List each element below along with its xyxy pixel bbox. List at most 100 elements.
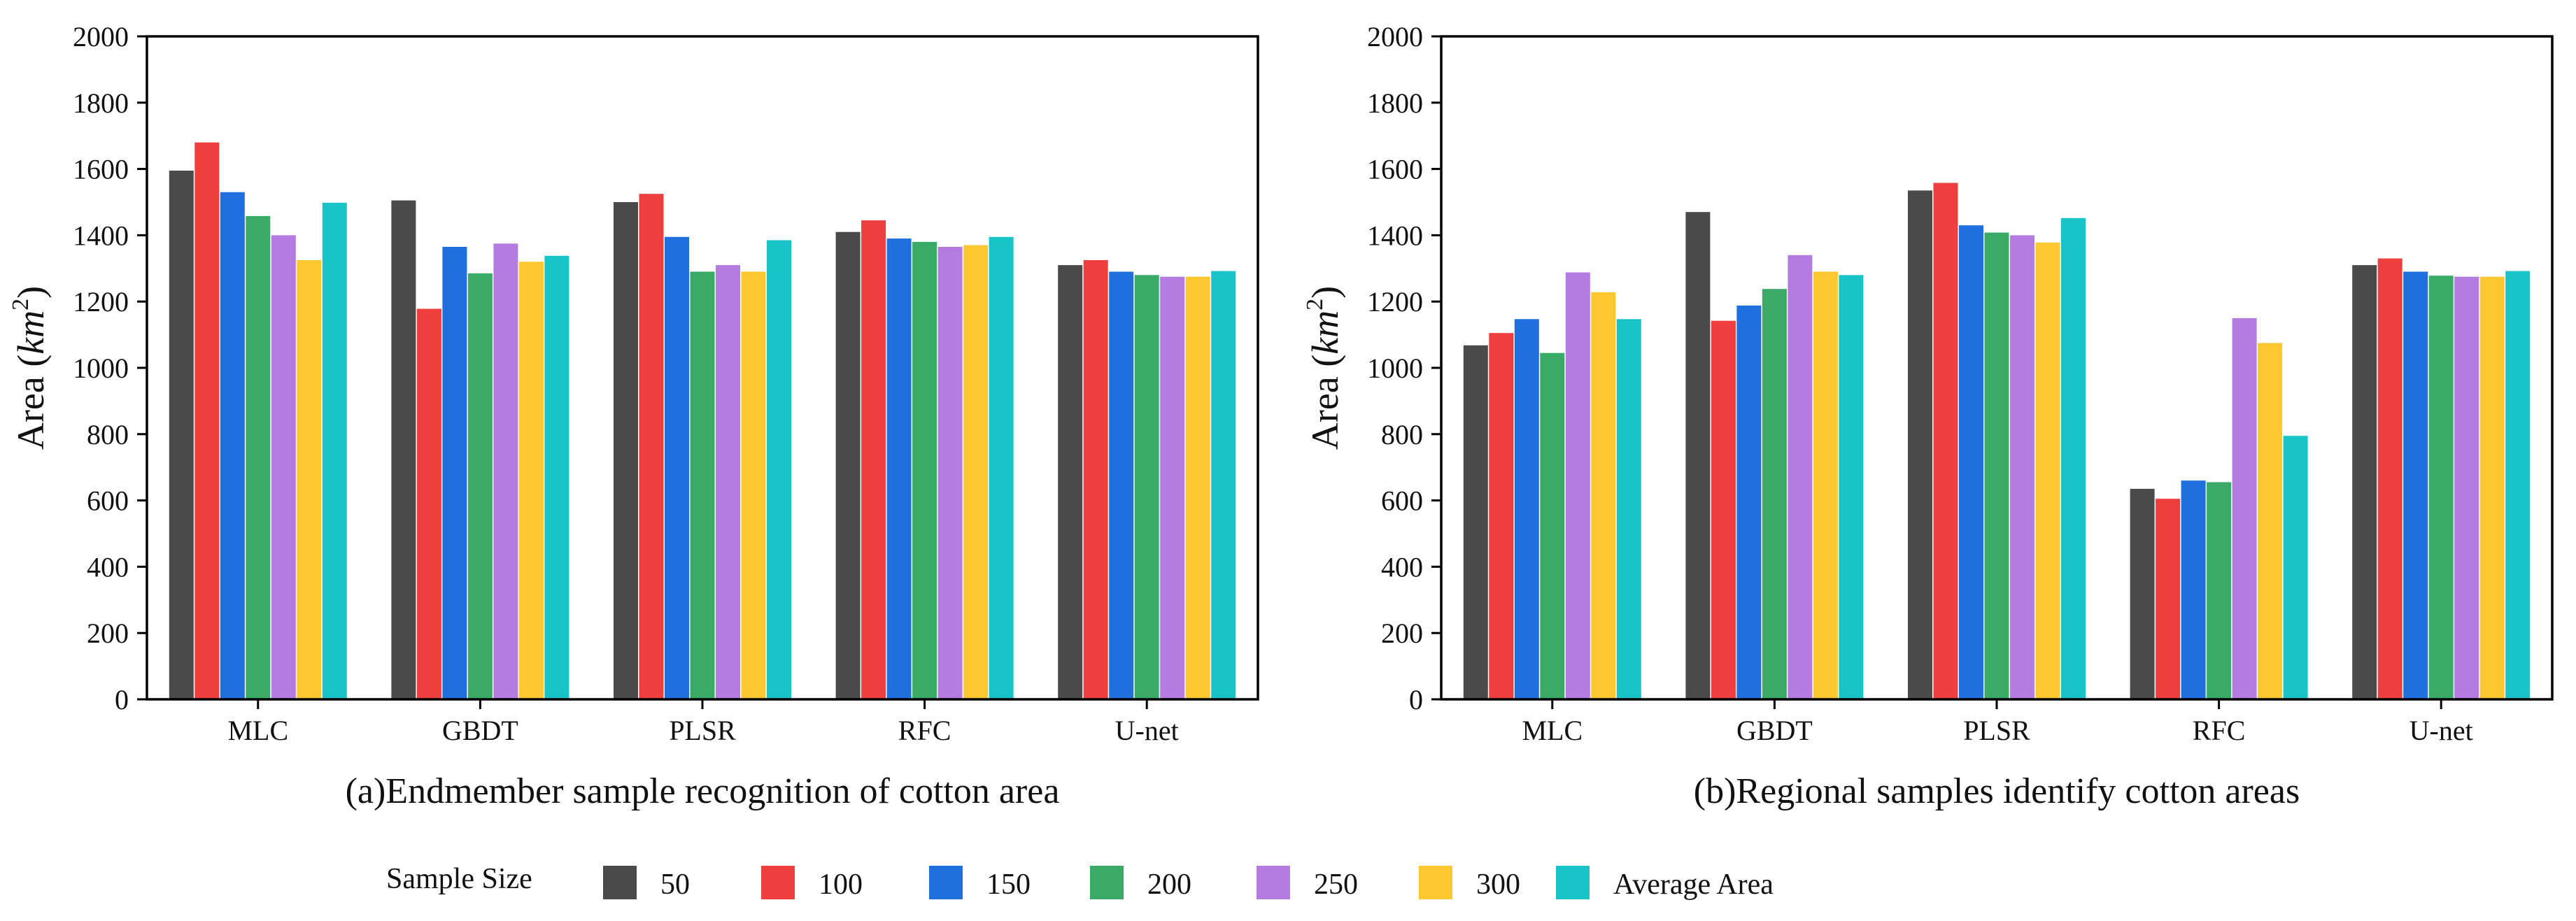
legend-label: 200 bbox=[1147, 869, 1191, 901]
y-tick-label: 1000 bbox=[1367, 352, 1423, 384]
bar-rfc-300 bbox=[963, 245, 989, 700]
bar-plsr-50 bbox=[1908, 190, 1932, 699]
y-tick-label: 1400 bbox=[1367, 220, 1423, 251]
y-tick-label: 1400 bbox=[73, 220, 129, 251]
x-tick-label: PLSR bbox=[1963, 715, 2030, 746]
y-tick-label: 1200 bbox=[73, 286, 129, 317]
x-tick-label: MLC bbox=[227, 715, 288, 746]
bar-u-net-250 bbox=[1160, 276, 1185, 699]
legend-label: 50 bbox=[660, 869, 690, 901]
bar-rfc-50 bbox=[2130, 489, 2155, 699]
y-axis-label: Area (km2) bbox=[1302, 286, 1346, 450]
legend-label: 150 bbox=[986, 869, 1031, 901]
bar-u-net-average-area bbox=[2505, 271, 2531, 700]
bar-u-net-250 bbox=[2454, 276, 2479, 699]
bar-plsr-200 bbox=[690, 271, 715, 699]
bar-rfc-250 bbox=[937, 247, 963, 699]
bar-u-net-200 bbox=[2428, 276, 2454, 699]
y-tick-label: 1200 bbox=[1367, 286, 1423, 317]
bar-rfc-150 bbox=[886, 238, 912, 700]
bar-gbdt-50 bbox=[391, 200, 416, 700]
plot-frame bbox=[1440, 35, 2554, 701]
bar-gbdt-250 bbox=[1788, 255, 1813, 699]
bar-gbdt-250 bbox=[493, 243, 518, 700]
bar-plsr-300 bbox=[741, 271, 766, 699]
bar-gbdt-300 bbox=[518, 262, 544, 699]
y-tick-label: 400 bbox=[87, 551, 129, 583]
bar-gbdt-300 bbox=[1813, 271, 1838, 699]
chart-panel-a: MLC GBDT PLSR RFC U-net 0 200 400 600 800 1000 1200… bbox=[8, 21, 1259, 811]
bar-mlc-100 bbox=[194, 142, 220, 699]
y-tick-label: 1000 bbox=[73, 352, 129, 384]
bar-mlc-300 bbox=[1591, 292, 1616, 699]
bar-mlc-100 bbox=[1489, 333, 1514, 699]
bar-gbdt-200 bbox=[467, 273, 493, 699]
legend-swatch bbox=[1257, 866, 1290, 899]
legend: Sample Size 50 100 150 200 250 300 Average Are… bbox=[386, 863, 1774, 901]
legend-title: Sample Size bbox=[386, 863, 532, 895]
bar-gbdt-100 bbox=[1711, 320, 1736, 699]
y-axis-label: Area (km2) bbox=[8, 286, 52, 450]
bar-rfc-average-area bbox=[989, 236, 1014, 699]
y-tick-label: 600 bbox=[1381, 485, 1423, 517]
bar-u-net-150 bbox=[2403, 271, 2428, 699]
chart-caption: (a)Endmember sample recognition of cotto… bbox=[346, 771, 1060, 811]
y-tick-label: 200 bbox=[1381, 617, 1423, 649]
bar-mlc-200 bbox=[1540, 352, 1565, 699]
legend-swatch bbox=[929, 866, 963, 899]
bar-plsr-50 bbox=[614, 202, 638, 699]
y-tick-label: 1600 bbox=[1367, 154, 1423, 185]
bar-rfc-250 bbox=[2232, 317, 2257, 699]
bar-plsr-250 bbox=[2010, 235, 2034, 699]
bar-rfc-average-area bbox=[2283, 436, 2308, 699]
bar-plsr-150 bbox=[665, 236, 689, 699]
x-tick-label: MLC bbox=[1522, 715, 1583, 746]
y-tick-label: 0 bbox=[1409, 684, 1423, 715]
bar-plsr-250 bbox=[716, 265, 740, 700]
legend-swatch bbox=[761, 866, 795, 899]
bar-gbdt-average-area bbox=[1839, 275, 1864, 699]
bar-plsr-100 bbox=[1933, 183, 1958, 699]
legend-swatch bbox=[603, 866, 637, 899]
legend-swatch bbox=[1090, 866, 1124, 899]
bar-mlc-250 bbox=[271, 235, 296, 699]
bar-rfc-150 bbox=[2181, 480, 2206, 699]
bar-gbdt-200 bbox=[1762, 289, 1787, 699]
chart-panel-b: MLC GBDT PLSR RFC U-net 0 200 400 600 800 1000 1200… bbox=[1302, 21, 2554, 811]
legend-swatch bbox=[1556, 866, 1590, 899]
bar-gbdt-average-area bbox=[544, 255, 569, 699]
y-tick-label: 600 bbox=[87, 485, 129, 517]
bar-mlc-50 bbox=[169, 171, 194, 699]
bar-mlc-average-area bbox=[1616, 319, 1641, 699]
bar-plsr-300 bbox=[2035, 242, 2060, 699]
bar-mlc-150 bbox=[220, 192, 245, 699]
x-tick-label: PLSR bbox=[669, 715, 736, 746]
plot-frame bbox=[146, 35, 1259, 701]
bar-mlc-200 bbox=[246, 215, 271, 699]
y-tick-label: 200 bbox=[87, 617, 129, 649]
y-tick-label: 800 bbox=[87, 419, 129, 450]
bar-rfc-50 bbox=[835, 231, 861, 699]
bar-gbdt-50 bbox=[1685, 212, 1711, 699]
bar-gbdt-150 bbox=[442, 247, 467, 699]
bar-u-net-300 bbox=[1185, 276, 1210, 699]
chart-caption: (b)Regional samples identify cotton area… bbox=[1694, 771, 2300, 811]
bar-u-net-100 bbox=[1083, 260, 1108, 699]
y-tick-label: 0 bbox=[115, 684, 129, 715]
bar-plsr-average-area bbox=[767, 240, 791, 699]
y-tick-label: 1600 bbox=[73, 154, 129, 185]
bar-plsr-150 bbox=[1959, 225, 1983, 699]
y-tick-label: 2000 bbox=[1367, 21, 1423, 52]
bar-u-net-100 bbox=[2377, 258, 2402, 700]
bar-plsr-100 bbox=[639, 194, 664, 699]
y-tick-label: 800 bbox=[1381, 419, 1423, 450]
y-tick-label: 400 bbox=[1381, 551, 1423, 583]
bar-u-net-300 bbox=[2479, 276, 2505, 699]
y-tick-label: 1800 bbox=[1367, 87, 1423, 119]
y-tick-label: 1800 bbox=[73, 87, 129, 119]
bar-u-net-150 bbox=[1109, 271, 1134, 699]
bar-plsr-average-area bbox=[2061, 217, 2086, 699]
legend-swatch bbox=[1419, 866, 1452, 899]
x-tick-label: U-net bbox=[1115, 715, 1179, 746]
